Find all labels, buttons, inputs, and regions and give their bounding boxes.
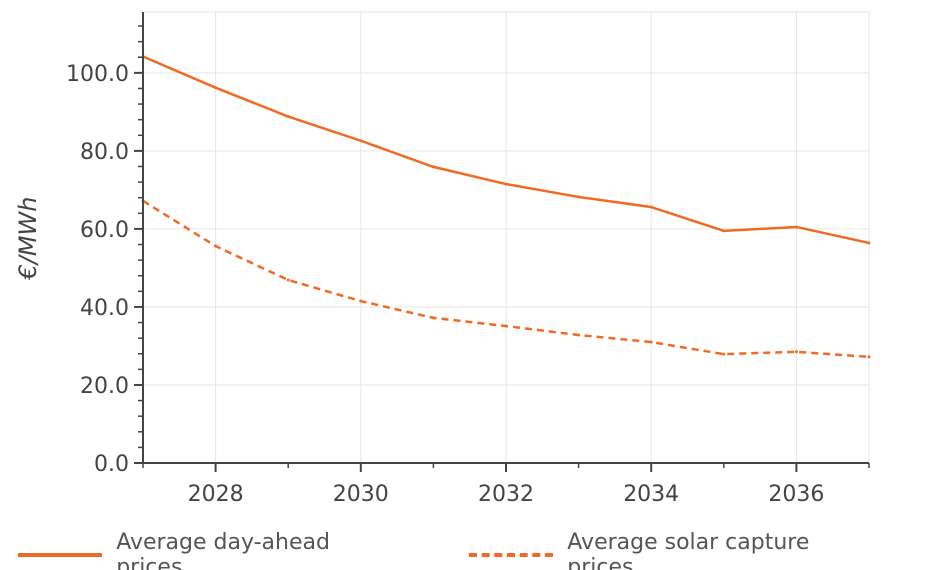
y-tick-label: 100.0 — [66, 62, 129, 87]
legend-swatch-dashed — [469, 553, 554, 557]
data-point — [359, 139, 363, 143]
data-point — [649, 340, 653, 344]
data-point — [577, 333, 581, 337]
x-tick-label: 2032 — [478, 482, 534, 507]
legend-item-solar-capture: Average solar capture prices — [469, 530, 876, 570]
data-point — [504, 182, 508, 186]
x-tick-label: 2030 — [333, 482, 389, 507]
y-axis-label: €/MWh — [14, 196, 42, 280]
y-tick-label: 80.0 — [80, 140, 129, 165]
legend-label: Average solar capture prices — [567, 530, 810, 570]
data-point — [722, 352, 726, 356]
legend-label: Average day-ahead prices — [116, 530, 330, 570]
data-point — [214, 244, 218, 248]
chart-plot: 0.0 20.0 40.0 60.0 80.0 100.0 2028 2030 2032 2034… — [14, 11, 871, 507]
data-point — [214, 86, 218, 90]
data-point — [722, 229, 726, 233]
y-tick-label: 40.0 — [80, 296, 129, 321]
y-tick-label: 60.0 — [80, 218, 129, 243]
x-tick-label: 2036 — [768, 482, 824, 507]
x-tick-label: 2028 — [188, 482, 244, 507]
legend: Average day-ahead prices Average solar c… — [18, 530, 948, 570]
data-point — [359, 299, 363, 303]
y-tick-label: 20.0 — [80, 374, 129, 399]
data-point — [794, 350, 798, 354]
data-point — [286, 115, 290, 119]
data-point — [431, 316, 435, 320]
data-point — [649, 205, 653, 209]
y-tick-label: 0.0 — [94, 452, 129, 477]
legend-swatch-solid — [18, 553, 103, 557]
data-point — [867, 241, 871, 245]
data-point — [286, 278, 290, 282]
data-point — [431, 165, 435, 169]
data-point — [867, 355, 871, 359]
legend-item-day-ahead: Average day-ahead prices — [18, 530, 397, 570]
data-point — [577, 195, 581, 199]
data-point — [794, 225, 798, 229]
data-point — [504, 324, 508, 328]
x-tick-label: 2034 — [623, 482, 679, 507]
